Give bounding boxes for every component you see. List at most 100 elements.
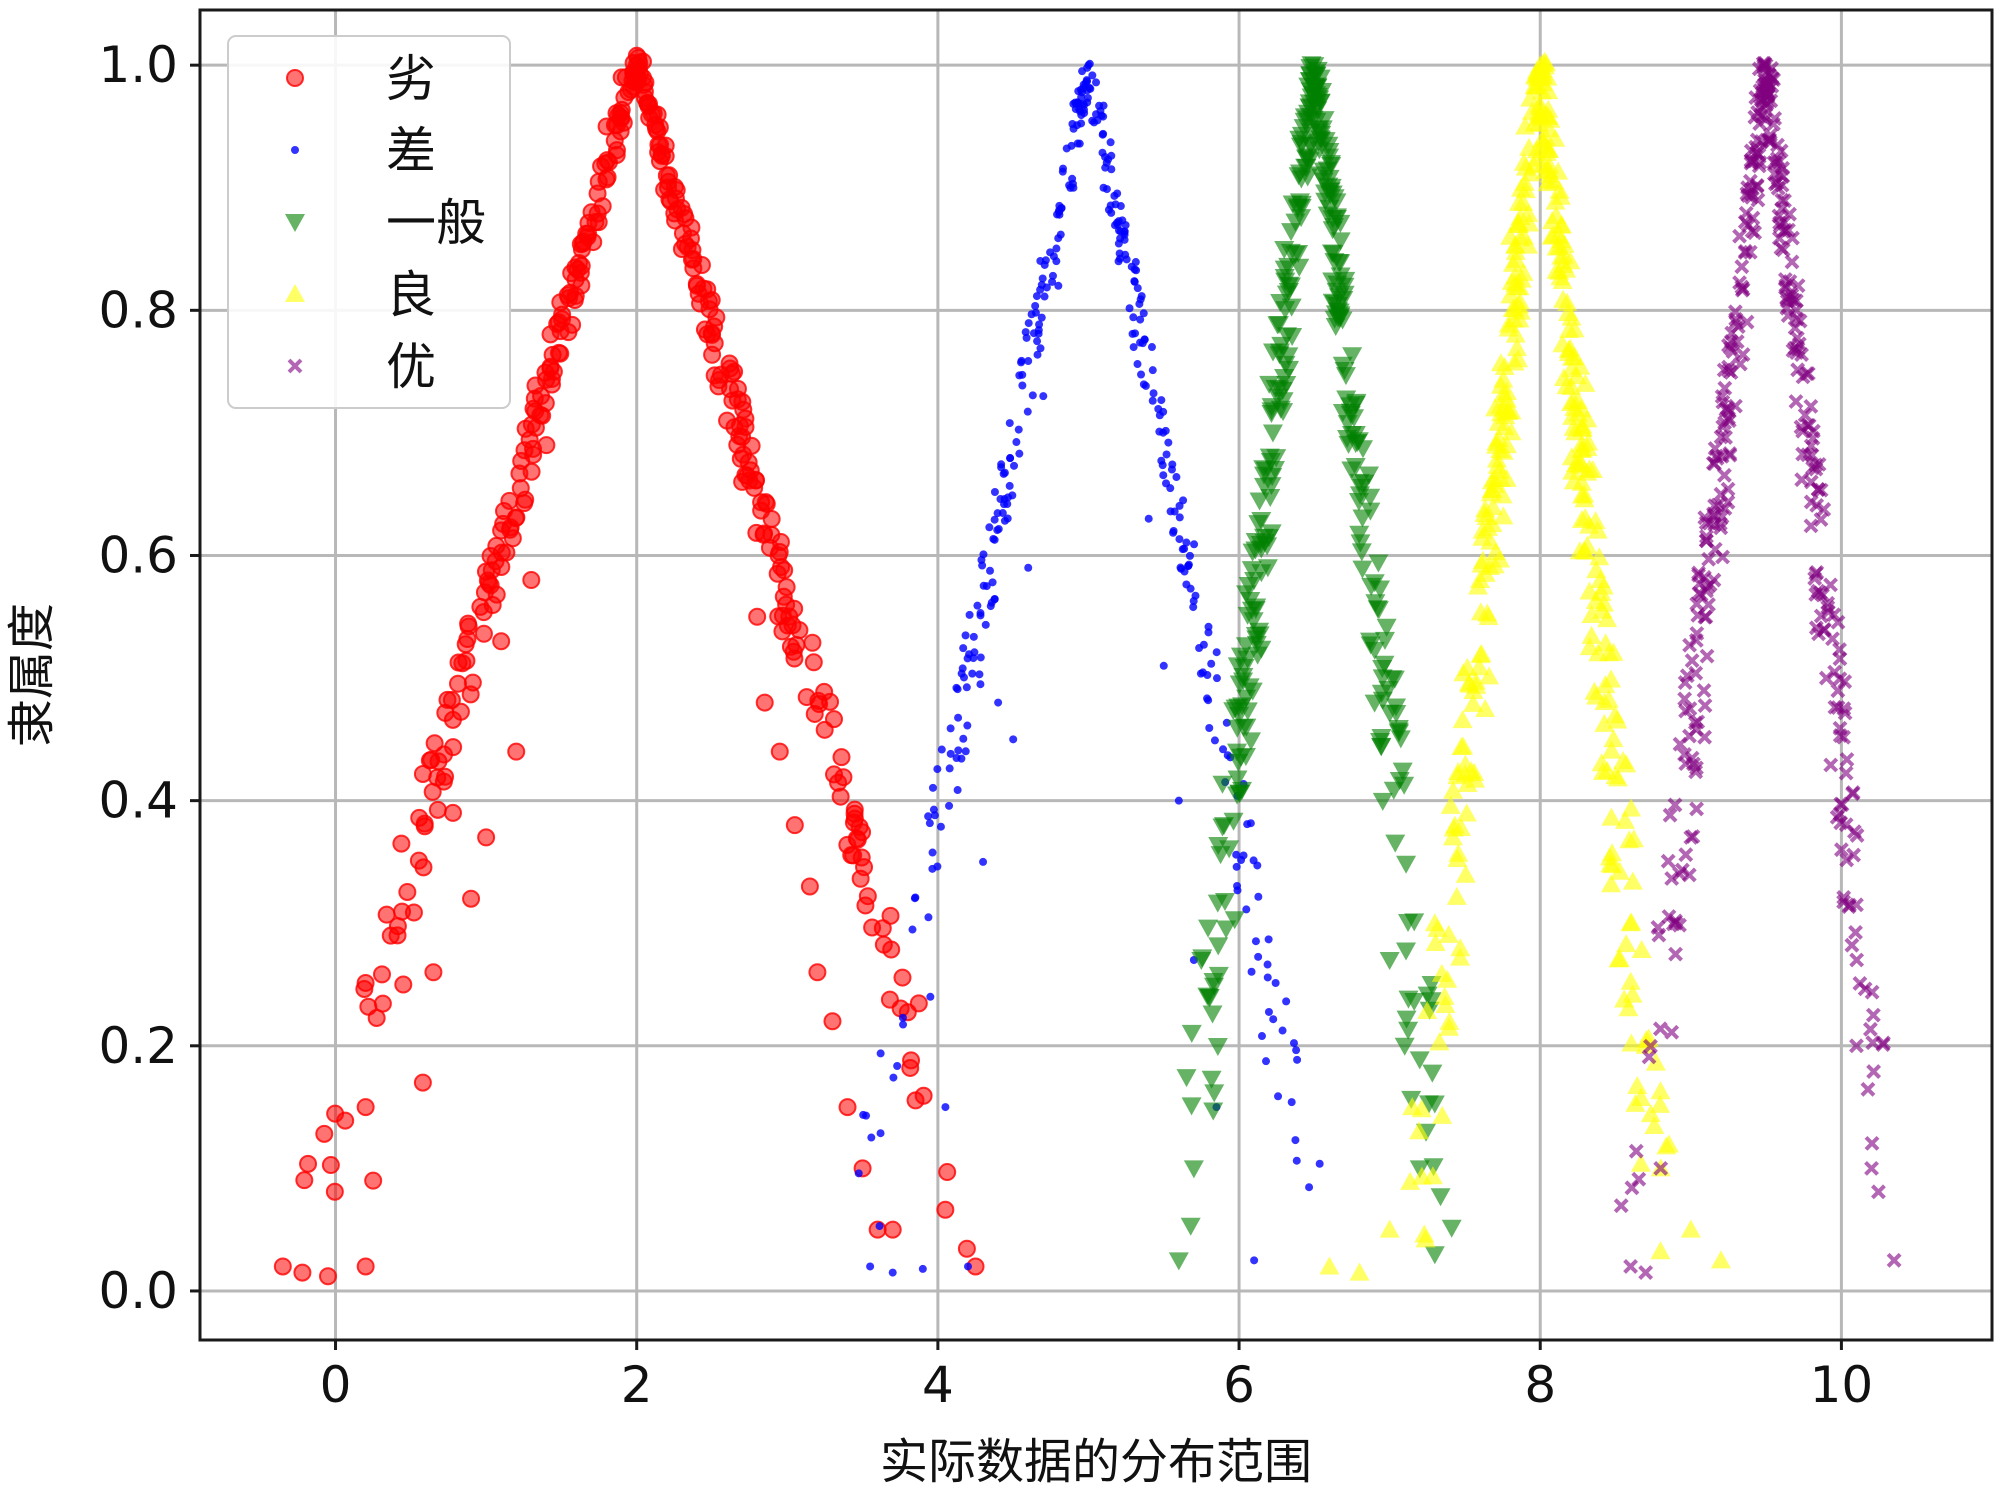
data-point	[1084, 61, 1093, 70]
data-point	[875, 1222, 884, 1231]
data-point	[438, 690, 457, 709]
data-point	[356, 1257, 375, 1276]
data-point	[1168, 1252, 1189, 1271]
data-point	[953, 786, 962, 795]
data-point	[1274, 1092, 1283, 1101]
data-point	[1005, 419, 1014, 428]
data-point	[1022, 333, 1031, 342]
data-point	[1082, 76, 1091, 85]
data-point	[687, 276, 706, 295]
data-point	[1595, 633, 1616, 652]
data-point	[1566, 366, 1587, 385]
data-point	[1139, 309, 1148, 318]
data-point	[1292, 1156, 1301, 1165]
data-point	[1728, 315, 1744, 330]
data-point	[762, 509, 781, 528]
series-3	[1168, 56, 1462, 1271]
data-point	[925, 819, 934, 828]
data-point	[1254, 892, 1263, 901]
data-point	[1398, 1021, 1419, 1040]
data-point	[985, 523, 994, 532]
data-point	[987, 598, 996, 607]
data-point	[1528, 107, 1549, 126]
data-point	[1415, 1229, 1436, 1248]
data-point	[1190, 540, 1199, 549]
data-point	[1264, 1007, 1273, 1016]
data-point	[1203, 977, 1224, 996]
data-point	[1210, 736, 1219, 745]
data-point	[507, 508, 526, 527]
data-point	[1608, 949, 1629, 968]
data-point	[1830, 614, 1846, 630]
data-point	[1048, 277, 1057, 286]
data-point	[315, 1124, 334, 1143]
data-point	[1701, 597, 1716, 612]
data-point	[1180, 567, 1189, 576]
data-point	[1839, 752, 1855, 767]
data-point	[1055, 210, 1064, 219]
data-point	[859, 1110, 868, 1119]
data-point	[1498, 318, 1519, 337]
data-point	[1723, 365, 1739, 380]
data-point	[474, 603, 493, 622]
data-point	[976, 653, 985, 662]
data-point	[1437, 969, 1458, 988]
legend-marker	[285, 214, 305, 232]
data-point	[957, 1239, 976, 1258]
data-point	[1421, 992, 1442, 1011]
data-point	[635, 82, 654, 101]
data-point	[1827, 699, 1843, 715]
data-point	[1563, 471, 1584, 490]
data-point	[1758, 57, 1774, 73]
data-point	[428, 800, 447, 819]
data-point	[1618, 998, 1639, 1017]
legend-item: 优	[287, 338, 436, 396]
data-point	[1603, 642, 1624, 661]
data-point	[1424, 1246, 1445, 1265]
data-point	[1446, 886, 1467, 905]
data-point	[800, 877, 819, 896]
data-point	[551, 322, 570, 341]
data-point	[1653, 1160, 1669, 1176]
data-point	[1844, 937, 1860, 953]
x-tick-label: 6	[1223, 1356, 1255, 1414]
data-point	[1805, 423, 1821, 439]
data-point	[1616, 754, 1637, 773]
data-point	[1040, 292, 1049, 301]
data-point	[856, 896, 875, 915]
plot-frame	[198, 8, 1994, 1342]
data-point	[1447, 766, 1468, 785]
data-point	[906, 1091, 925, 1110]
data-point	[988, 578, 997, 587]
data-point	[1635, 1035, 1656, 1054]
data-point	[1533, 73, 1554, 92]
data-point	[1697, 729, 1713, 745]
data-point	[1198, 988, 1219, 1007]
data-point	[1559, 319, 1580, 338]
data-point	[1130, 265, 1139, 274]
data-point	[597, 117, 616, 136]
data-point	[1832, 671, 1848, 687]
data-point	[1360, 502, 1381, 521]
data-point	[1678, 703, 1693, 719]
data-point	[1508, 192, 1529, 211]
data-point	[1241, 732, 1262, 751]
data-point	[1294, 108, 1315, 127]
data-point	[612, 100, 631, 119]
data-point	[1457, 773, 1478, 792]
data-point	[1182, 580, 1191, 589]
data-point	[522, 462, 541, 481]
legend-marker	[291, 146, 299, 154]
data-point	[1638, 1265, 1654, 1280]
data-point	[1485, 398, 1506, 417]
data-point	[803, 633, 822, 652]
data-point	[1595, 675, 1616, 694]
data-point	[1038, 274, 1047, 283]
data-point	[325, 1182, 344, 1201]
data-point	[902, 1051, 921, 1070]
data-point	[1745, 210, 1761, 226]
data-point	[1616, 934, 1637, 953]
data-point	[1552, 270, 1573, 289]
data-point	[1592, 600, 1613, 619]
data-point	[1771, 208, 1787, 224]
